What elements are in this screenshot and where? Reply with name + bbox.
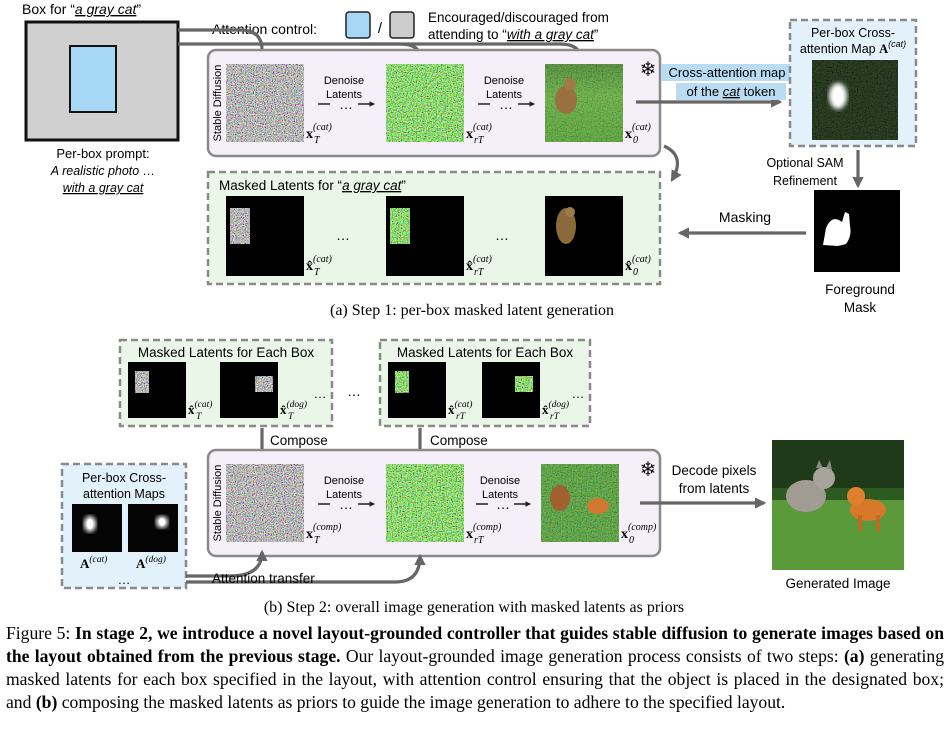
masked-latent-rT bbox=[386, 196, 464, 276]
subcaption-a: (a) Step 1: per-box masked latent genera… bbox=[330, 302, 614, 319]
group2-ellipsis: … bbox=[572, 386, 585, 401]
crossattn-label-1: Cross-attention map bbox=[668, 65, 785, 80]
masked-latents-label: Masked Latents for “a gray cat” bbox=[219, 178, 406, 193]
maps-ellipsis: … bbox=[118, 572, 131, 587]
comp-latent-rT bbox=[386, 464, 464, 542]
frozen-snowflake-icon-2: ❄ bbox=[640, 459, 657, 481]
crossattn-map-image bbox=[812, 60, 898, 140]
crossattn-highlight-2 bbox=[676, 83, 786, 100]
box-for-label: Box for “a gray cat” bbox=[22, 1, 141, 17]
map-symbol-dog: A(dog) bbox=[136, 554, 166, 571]
stable-diffusion-label-1: Stable Diffusion bbox=[212, 65, 224, 142]
denoise-label-3a: Denoise bbox=[324, 475, 364, 487]
denoise-label-4b: Latents bbox=[482, 489, 519, 501]
prompt-line-1: A realistic photo … bbox=[50, 164, 155, 178]
object-box bbox=[69, 45, 117, 113]
caption-bold-a: (a) bbox=[843, 646, 865, 666]
masked-ellipsis-2: … bbox=[495, 227, 509, 243]
masked-latent-0 bbox=[545, 196, 623, 276]
map-symbol-cat: A(cat) bbox=[80, 554, 107, 571]
caption-bold-b: (b) bbox=[35, 692, 58, 712]
denoise-label-4a: Denoise bbox=[480, 475, 520, 487]
compose-label-1: Compose bbox=[270, 433, 328, 448]
latent-image-T bbox=[226, 64, 304, 142]
per-box-prompt-label: Per-box prompt: bbox=[56, 146, 149, 161]
caption-figure-label: Figure 5: bbox=[6, 623, 71, 643]
crossattn-highlight-1 bbox=[661, 64, 793, 81]
arrow-transfer-2 bbox=[186, 553, 426, 584]
optional-sam-label-2: Refinement bbox=[773, 174, 837, 188]
masked-group-2-label: Masked Latents for Each Box bbox=[397, 345, 574, 360]
per-box-maps-label-1: Per-box Cross- bbox=[82, 471, 166, 485]
decode-label-2: from latents bbox=[679, 481, 750, 496]
crossattn-label-2: of the cat token bbox=[687, 84, 776, 99]
latent-image-rT bbox=[386, 64, 464, 142]
generated-image-label: Generated Image bbox=[785, 576, 890, 591]
map-cat-image bbox=[72, 504, 122, 552]
denoise-label-3b: Latents bbox=[326, 489, 363, 501]
frozen-snowflake-icon: ❄ bbox=[640, 59, 657, 81]
prompt-line-2: with a gray cat bbox=[63, 181, 144, 195]
generated-image bbox=[772, 440, 904, 570]
denoise-label-1a: Denoise bbox=[324, 75, 364, 87]
masked-latent-T bbox=[226, 196, 304, 276]
attention-control-label: Attention control: bbox=[212, 21, 317, 37]
foreground-mask-image bbox=[814, 190, 900, 272]
arrow-transfer-1 bbox=[186, 549, 268, 578]
per-box-map-label-1: Per-box Cross- bbox=[811, 26, 895, 40]
comp-latent-0 bbox=[541, 464, 619, 542]
denoise-ellipsis-2: … bbox=[499, 96, 513, 112]
attention-transfer-label: Attention transfer bbox=[212, 571, 315, 586]
groups-ellipsis: … bbox=[347, 383, 361, 399]
subcaption-b: (b) Step 2: overall image generation wit… bbox=[264, 599, 684, 616]
foreground-label-1: Foreground bbox=[825, 282, 895, 297]
foreground-label-2: Mask bbox=[844, 300, 877, 315]
decode-label-1: Decode pixels bbox=[672, 463, 757, 478]
map-dog-image bbox=[128, 504, 178, 552]
encouraged-line-1: Encouraged/discouraged from bbox=[428, 10, 609, 25]
legend-slash: / bbox=[378, 20, 383, 37]
arrow-curve-down bbox=[663, 144, 682, 182]
denoise-ellipsis-4: … bbox=[496, 496, 510, 512]
figure-diagram: Box for “a gray cat” Per-box prompt: A r… bbox=[22, 1, 918, 616]
group2-latent-dog bbox=[482, 362, 540, 418]
denoise-ellipsis-1: … bbox=[339, 96, 353, 112]
encouraged-swatch bbox=[345, 11, 371, 39]
compose-label-2: Compose bbox=[430, 433, 488, 448]
masking-label: Masking bbox=[719, 209, 771, 225]
group1-latent-dog bbox=[220, 362, 278, 418]
group1-latent-cat bbox=[128, 362, 186, 418]
caption-bold-text: In stage 2, we introduce a novel layout-… bbox=[6, 623, 944, 666]
stable-diffusion-label-2: Stable Diffusion bbox=[212, 465, 224, 542]
per-box-maps-label-2: attention Maps bbox=[83, 487, 165, 501]
latent-image-0 bbox=[545, 64, 623, 142]
discouraged-swatch bbox=[389, 11, 415, 39]
caption-text-3: composing the masked latents as priors t… bbox=[61, 692, 786, 712]
per-box-map-label-2: attention Map A(cat) bbox=[800, 39, 906, 56]
denoise-label-2a: Denoise bbox=[484, 75, 524, 87]
comp-latent-T bbox=[226, 464, 304, 542]
denoise-label-2b: Latents bbox=[486, 89, 523, 101]
encouraged-line-2: attending to “with a gray cat” bbox=[428, 27, 598, 42]
group1-ellipsis: … bbox=[314, 386, 327, 401]
optional-sam-label-1: Optional SAM bbox=[766, 156, 843, 170]
masked-ellipsis-1: … bbox=[336, 227, 350, 243]
denoise-label-1b: Latents bbox=[326, 89, 363, 101]
caption-text-1: Our layout-grounded image generation pro… bbox=[345, 646, 839, 666]
group2-latent-cat bbox=[388, 362, 446, 418]
masked-group-1-label: Masked Latents for Each Box bbox=[138, 345, 315, 360]
figure-caption: Figure 5: In stage 2, we introduce a nov… bbox=[6, 622, 944, 714]
caption-text-2: generating masked latents for each box s… bbox=[6, 646, 944, 712]
denoise-ellipsis-3: … bbox=[339, 496, 353, 512]
